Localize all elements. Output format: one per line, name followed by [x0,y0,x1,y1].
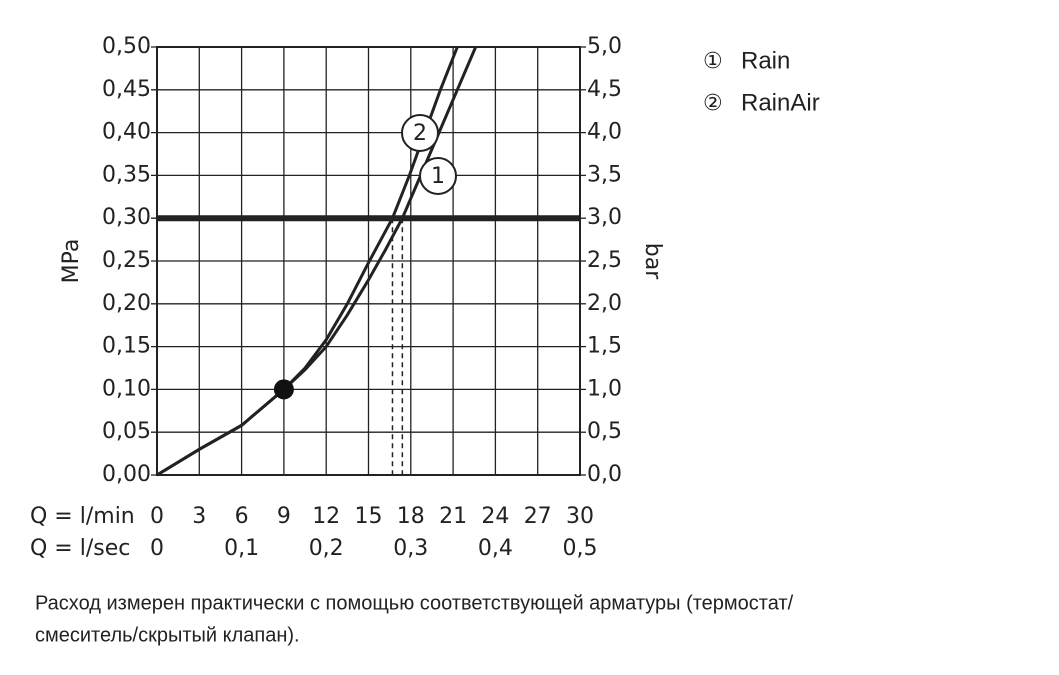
x-tick-label: 24 [481,504,509,529]
legend-label: Rain [741,47,790,74]
y-axis-label: MPa [59,239,84,284]
x-tick-label: 9 [277,504,291,529]
y2-tick-label: 2,5 [587,248,622,273]
x2-tick-label: 0,1 [224,536,259,561]
y-tick-label: 0,20 [102,291,151,316]
y2-tick-label: 3,5 [587,162,622,187]
y-tick-label: 0,15 [102,334,151,359]
curve-label-circle [401,114,439,152]
footnote: смеситель/скрытый клапан). [35,624,300,646]
y-tick-label: 0,35 [102,162,151,187]
x-tick-label: 30 [566,504,594,529]
x-tick-label: 18 [397,504,425,529]
curve-label: 2 [413,121,427,146]
x-tick-label: 6 [235,504,249,529]
footnote: Расход измерен практически с помощью соо… [35,592,794,614]
y2-axis-label: bar [640,243,665,280]
y2-tick-label: 4,0 [587,120,622,145]
x2-tick-label: 0 [150,536,164,561]
y-tick-label: 0,45 [102,77,151,102]
x2-tick-label: 0,5 [563,536,598,561]
legend-label: RainAir [741,89,820,116]
y-tick-label: 0,40 [102,120,151,145]
x2-tick-label: 0,3 [393,536,428,561]
y2-tick-label: 2,0 [587,291,622,316]
x-axis-label: Q = l/min [30,504,135,529]
plot-frame [156,46,581,476]
x-tick-label: 3 [192,504,206,529]
y2-tick-label: 0,5 [587,419,622,444]
y2-tick-label: 1,5 [587,334,622,359]
x2-axis-label: Q = l/sec [30,536,130,561]
y2-tick-label: 1,0 [587,376,622,401]
y-tick-label: 0,05 [102,419,151,444]
y-tick-label: 0,00 [102,462,151,487]
x-tick-label: 21 [439,504,467,529]
x-tick-label: 27 [524,504,552,529]
curve-label-circle [419,157,457,195]
x-tick-label: 15 [355,504,383,529]
curve-label: 1 [431,164,445,189]
legend-symbol: ① [703,49,723,74]
y2-tick-label: 3,0 [587,205,622,230]
marker-point [273,379,294,400]
x2-tick-label: 0,4 [478,536,513,561]
y-tick-label: 0,50 [102,34,151,59]
x-tick-label: 0 [150,504,164,529]
y-tick-label: 0,30 [102,205,151,230]
y-tick-label: 0,25 [102,248,151,273]
y2-tick-label: 4,5 [587,77,622,102]
x2-tick-label: 0,2 [309,536,344,561]
y2-tick-label: 0,0 [587,462,622,487]
legend-symbol: ② [703,91,723,116]
x-tick-label: 12 [312,504,340,529]
y-tick-label: 0,10 [102,376,151,401]
y2-tick-label: 5,0 [587,34,622,59]
